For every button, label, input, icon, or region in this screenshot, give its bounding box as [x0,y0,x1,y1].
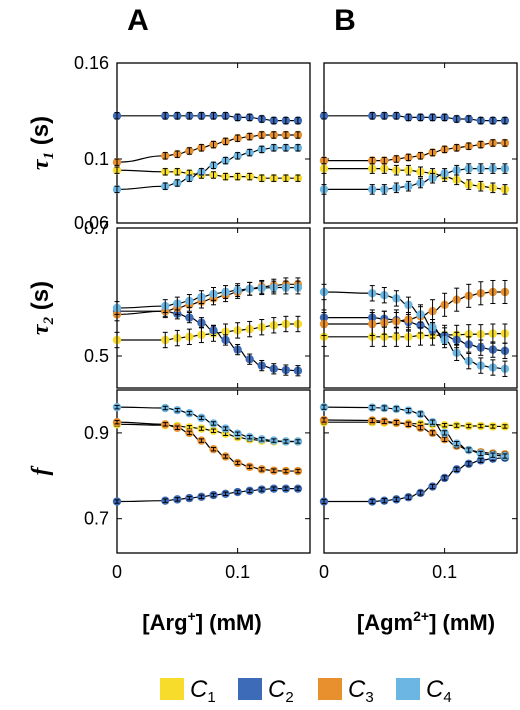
y-tick-label: 0.1 [84,149,109,169]
x-label-text: [Agm [357,610,413,635]
x-label-superscript: + [188,608,196,624]
x-axis-label-a: [Arg+] (mM) [142,608,261,635]
legend-item-c3: C3 [318,676,374,706]
y-axis-label-text: τ2 (s) [27,281,57,335]
y-tick-label: 0.7 [84,509,109,529]
panel-letter-a: A [127,4,149,37]
x-tick-label: 0 [112,562,122,582]
y-axis-label-row-2: τ2 (s) [27,281,57,335]
y-axis-label-row-1: τ1 (s) [27,116,57,170]
y-axis-label-text: f [28,466,54,476]
panel-b-row-3: 0 0.1 [319,389,518,582]
legend-swatch [396,678,420,700]
y-tick-label: 0.7 [84,218,109,238]
legend-label: C1 [190,676,216,706]
x-tick-label: 0.1 [432,562,457,582]
y-label-subscript: 1 [41,152,57,160]
legend-swatch [160,678,184,700]
y-label-unit: (s) [27,281,54,317]
x-axis-label-b: [Agm2+] (mM) [357,608,495,635]
legend-swatch [318,678,342,700]
series-c1 [319,163,510,195]
legend-item-c1: C1 [160,676,216,706]
series-c3 [112,417,303,476]
y-axis-label-row-3: f [28,466,54,476]
series-c4 [112,280,303,315]
y-tick-label: 0.06 [74,213,109,233]
panel-frame [116,227,311,389]
series-c2 [112,111,303,125]
panel-letter-b: B [334,4,356,37]
y-tick-label: 0.5 [84,346,109,366]
legend-subscript: 1 [207,689,215,706]
series-c4 [112,402,303,446]
series-c4 [112,143,303,194]
y-tick-label: 0.9 [84,423,109,443]
x-label-unit: ] (mM) [196,610,262,635]
x-label-text: [Arg [142,610,187,635]
x-label-superscript: 2+ [413,608,429,624]
legend-label: C4 [426,676,452,706]
legend-subscript: 4 [443,689,451,706]
panel-b-row-2 [319,227,518,389]
legend-letter: C [190,676,208,703]
legend-letter: C [426,676,444,703]
legend-item-c2: C2 [238,676,294,706]
y-label-symbol: f [28,466,54,476]
panel-b-row-1 [319,62,518,224]
x-tick-label: 0.1 [225,562,250,582]
y-label-symbol: τ [28,323,54,335]
legend-subscript: 3 [365,689,373,706]
panel-a-row-1: 0.06 0.1 0.16 [74,53,311,233]
series-c4 [319,283,510,377]
legend-label: C3 [348,676,374,706]
legend-letter: C [348,676,366,703]
series-c3 [319,279,510,337]
legend-subscript: 2 [285,689,293,706]
x-tick-label: 0 [319,562,329,582]
series-c2 [112,484,303,506]
panel-a-row-2: 0.5 0.7 [84,218,311,389]
y-label-symbol: τ [28,158,54,170]
series-c1 [112,166,303,183]
y-tick-label: 0.16 [74,53,109,73]
series-c3 [112,130,303,167]
series-c3 [319,138,510,165]
legend-swatch [238,678,262,700]
panel-a-row-3: 0.7 0.9 0 0.1 [84,389,311,582]
legend-label: C2 [268,676,294,706]
y-label-subscript: 2 [41,316,57,325]
series-c2 [319,111,510,125]
y-axis-label-text: τ1 (s) [27,116,57,170]
panel-frame [323,62,518,224]
series-c4 [319,402,510,461]
legend-item-c4: C4 [396,676,452,706]
series-c2 [319,453,510,506]
legend-letter: C [268,676,286,703]
x-label-unit: ] (mM) [429,610,495,635]
y-label-unit: (s) [27,116,54,152]
series-c4 [319,163,510,195]
